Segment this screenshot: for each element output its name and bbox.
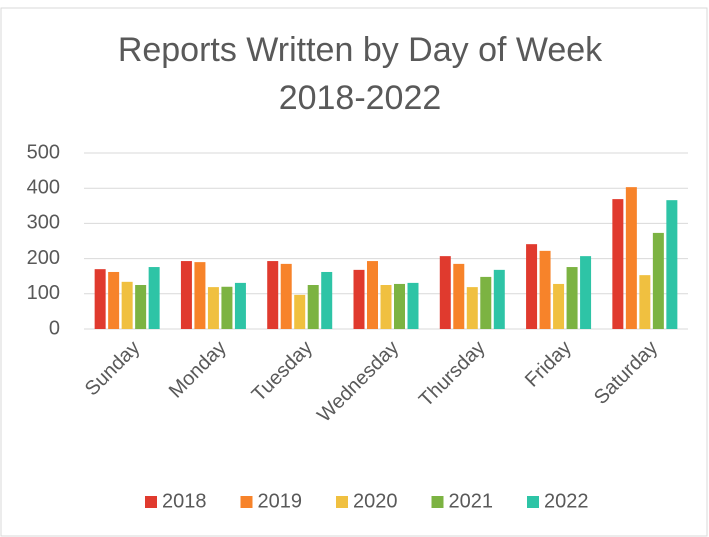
bar: [666, 200, 678, 329]
bar: [221, 286, 233, 329]
chart-title: Reports Written by Day of Week 2018-2022: [117, 31, 603, 117]
bar: [207, 287, 219, 329]
y-tick-label: 300: [27, 212, 60, 234]
bar: [380, 285, 392, 329]
y-tick-label: 0: [49, 317, 60, 339]
bar: [625, 187, 637, 329]
bar: [321, 271, 333, 329]
y-tick-label: 400: [27, 176, 60, 198]
bar: [353, 269, 365, 329]
legend-swatch: [431, 496, 444, 508]
bar: [148, 267, 160, 329]
bar: [480, 276, 492, 329]
bar: [439, 256, 451, 329]
legend-swatch: [145, 496, 157, 508]
bar: [493, 269, 505, 329]
bar: [135, 285, 147, 329]
bar: [294, 294, 306, 329]
bar: [280, 263, 292, 329]
y-tick-label: 500: [27, 141, 60, 163]
legend-label: 2021: [449, 490, 494, 512]
legend-label: 2019: [258, 490, 303, 512]
bar: [180, 261, 192, 329]
legend-label: 2018: [162, 490, 207, 512]
y-tick-label: 100: [27, 282, 60, 304]
legend-label: 2022: [544, 490, 589, 512]
bar: [394, 283, 405, 329]
y-tick-label: 200: [27, 247, 60, 269]
bar: [194, 262, 206, 329]
bar: [539, 250, 551, 329]
bar: [466, 287, 478, 329]
legend-label: 2020: [353, 490, 398, 512]
bar: [407, 282, 419, 329]
legend-swatch: [527, 496, 539, 508]
bar: [612, 199, 624, 329]
bar: [553, 283, 565, 329]
bar: [580, 256, 592, 329]
bar: [108, 271, 120, 329]
bar: [453, 263, 465, 329]
bar: [639, 275, 651, 329]
legend-swatch: [240, 496, 253, 508]
bar: [307, 285, 319, 329]
bar: [652, 232, 664, 329]
bar: [267, 261, 279, 329]
bar: [121, 281, 133, 329]
bar: [234, 282, 246, 329]
bar: [94, 269, 106, 329]
bar: [566, 267, 578, 329]
legend-swatch: [336, 496, 348, 508]
bar: [526, 244, 538, 329]
bar: [367, 261, 378, 329]
